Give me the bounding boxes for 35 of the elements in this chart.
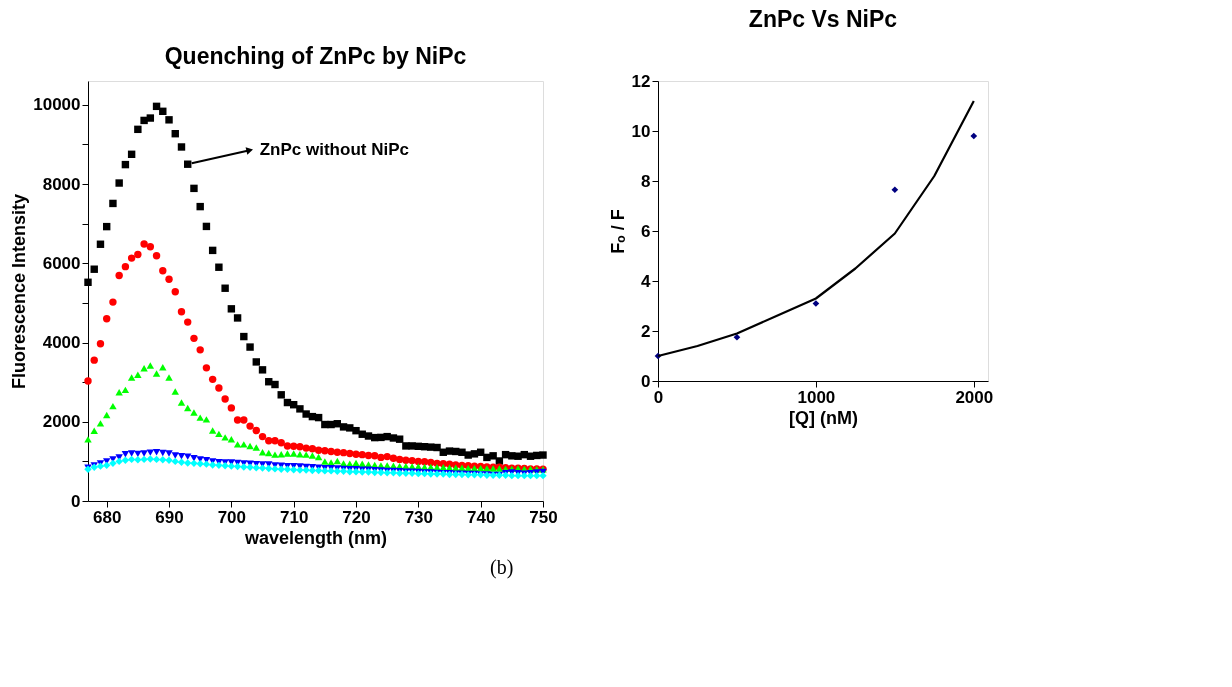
x-tick-label: 750 [529,507,558,527]
text: (b) [490,555,514,579]
y-tick-label: 10 [631,121,651,141]
y-tick-label: 12 [631,71,651,91]
point [970,132,978,140]
y-tick-label: 2000 [42,412,81,432]
x-tick-label: 700 [217,507,247,527]
y-tick-label: 6000 [42,253,81,273]
y-axis-title: Fₒ / F [607,209,628,254]
x-tick-label: 740 [466,507,496,527]
y-tick-label: 0 [641,371,651,391]
y-tick-label: 0 [71,491,81,511]
y-tick-label: 6 [641,221,651,241]
x-axis-title: wavelength (nm) [243,527,388,548]
line-series [656,99,975,358]
x-tick-label: 2000 [955,387,994,407]
y-tick-label: 2 [641,321,651,341]
x-tick-label: 710 [280,507,309,527]
x-tick-label: 680 [93,507,122,527]
x-tick-label: 690 [155,507,184,527]
y-tick-label: 10000 [33,95,81,115]
x-tick-label: 720 [342,507,371,527]
annotation: ZnPc without NiPc [259,140,409,160]
y-tick-label: 8000 [42,174,81,194]
y-tick-label: 4000 [42,333,81,353]
x-axis-title: [Q] (nM) [789,407,858,428]
point [733,333,741,341]
y-tick-label: 8 [641,171,651,191]
y-axis-title: Fluorescence Intensity [9,193,30,390]
x-tick-label: 1000 [797,387,836,407]
chart-title: Quenching of ZnPc by NiPc [164,43,467,69]
x-tick-label: 730 [404,507,434,527]
y-tick-label: 4 [641,271,652,291]
chart-title: ZnPc Vs NiPc [748,6,898,32]
point [891,186,899,194]
